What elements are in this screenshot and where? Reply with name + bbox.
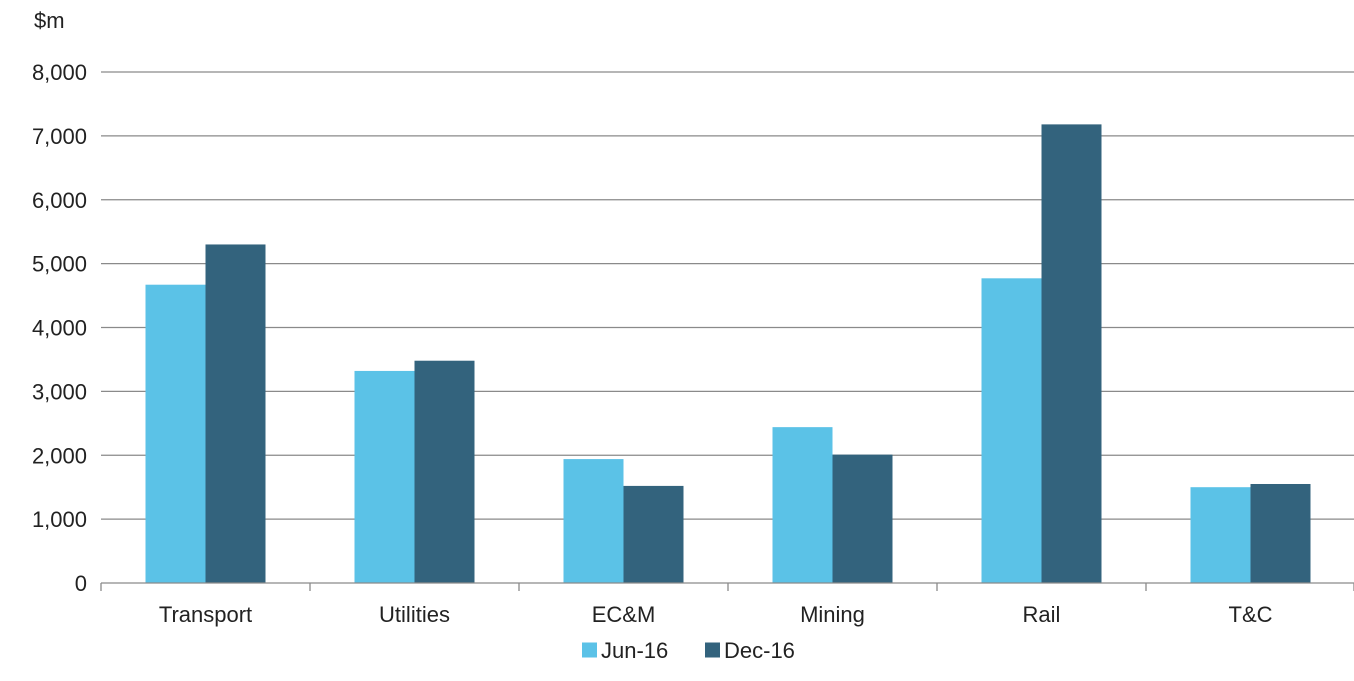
x-tick-label: Utilities: [379, 602, 450, 627]
bar-dec-16-ec-m: [623, 485, 684, 583]
legend-swatch-dec-16: [705, 642, 720, 658]
legend-swatch-jun-16: [582, 642, 597, 658]
bar-jun-16-t-c: [1190, 487, 1251, 583]
x-tick-label: EC&M: [592, 602, 656, 627]
bars: [145, 124, 1311, 583]
bar-jun-16-rail: [981, 278, 1042, 583]
y-tick-label: 1,000: [32, 507, 87, 532]
legend-label-dec-16: Dec-16: [724, 638, 795, 663]
y-tick-label: 0: [75, 571, 87, 596]
bar-jun-16-transport: [145, 284, 206, 583]
y-tick-label: 2,000: [32, 443, 87, 468]
gridlines: [101, 71, 1354, 520]
bar-dec-16-utilities: [414, 360, 475, 583]
y-tick-label: 5,000: [32, 252, 87, 277]
bar-dec-16-t-c: [1250, 483, 1311, 583]
legend: Jun-16 Dec-16: [582, 638, 795, 663]
x-tick-label: Rail: [1023, 602, 1061, 627]
bar-dec-16-transport: [205, 244, 266, 583]
x-axis: Transport Utilities EC&M Mining Rail T&C: [100, 582, 1354, 627]
bar-jun-16-mining: [772, 427, 833, 583]
y-tick-label: 3,000: [32, 379, 87, 404]
bar-jun-16-ec-m: [563, 459, 624, 583]
legend-label-jun-16: Jun-16: [601, 638, 668, 663]
bar-dec-16-mining: [832, 454, 893, 583]
y-axis-unit-label: $m: [34, 8, 65, 33]
x-tick-label: Transport: [159, 602, 252, 627]
bar-dec-16-rail: [1041, 124, 1102, 583]
y-axis-ticks: 0 1,000 2,000 3,000 4,000 5,000 6,000 7,000 8,00…: [32, 60, 87, 596]
y-tick-label: 8,000: [32, 60, 87, 85]
y-tick-label: 7,000: [32, 124, 87, 149]
y-tick-label: 6,000: [32, 188, 87, 213]
bar-jun-16-utilities: [354, 370, 415, 583]
x-tick-label: Mining: [800, 602, 865, 627]
x-tick-label: T&C: [1229, 602, 1273, 627]
y-tick-label: 4,000: [32, 316, 87, 341]
